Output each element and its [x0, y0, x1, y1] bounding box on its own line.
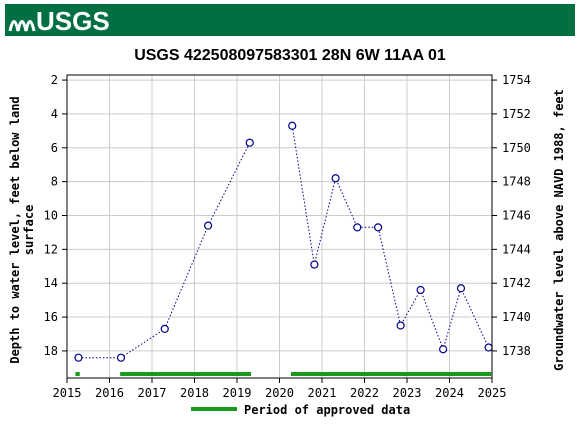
x-tick-label: 2016: [95, 386, 124, 400]
data-point: [160, 324, 169, 334]
left-y-tick-label: 12: [44, 242, 58, 256]
legend: Period of approved data: [191, 403, 410, 417]
x-tick-label: 2025: [478, 386, 507, 400]
right-y-axis-title: Groundwater level above NAVD 1988, feet: [552, 89, 566, 371]
left-y-axis-ticks: 2 4 6 8 10 12 14 16 18: [44, 73, 67, 358]
left-y-tick-label: 8: [51, 175, 58, 189]
grid-lines: [66, 75, 493, 378]
data-point: [353, 223, 362, 232]
usgs-header: USGS: [5, 4, 575, 36]
data-point: [310, 260, 319, 269]
chart-title: USGS 422508097583301 28N 6W 11AA 01: [134, 47, 446, 64]
data-point: [331, 174, 340, 183]
data-point: [484, 343, 493, 352]
x-tick-label: 2015: [53, 386, 82, 400]
right-y-tick-label: 1742: [502, 276, 531, 290]
data-point: [416, 285, 425, 295]
data-series: [74, 121, 493, 362]
data-point: [396, 321, 405, 330]
data-point: [456, 284, 466, 293]
x-tick-label: 2023: [393, 386, 422, 400]
x-tick-label: 2020: [265, 386, 294, 400]
data-point: [74, 353, 83, 362]
x-tick-label: 2022: [350, 386, 379, 400]
approved-period-bar: [75, 372, 80, 376]
x-tick-label: 2021: [308, 386, 337, 400]
data-point: [204, 221, 213, 230]
x-tick-label: 2017: [138, 386, 167, 400]
data-point: [288, 121, 297, 130]
right-y-tick-label: 1738: [502, 344, 531, 358]
right-y-tick-label: 1744: [502, 242, 531, 256]
header-banner: [5, 4, 575, 36]
left-y-tick-label: 10: [44, 208, 58, 222]
right-y-tick-label: 1740: [502, 310, 531, 324]
x-tick-label: 2024: [435, 386, 464, 400]
x-tick-label: 2018: [180, 386, 209, 400]
data-point: [439, 345, 448, 354]
approved-period-bar: [120, 372, 252, 376]
left-y-tick-label: 14: [44, 276, 58, 290]
approved-period-bar: [290, 372, 492, 376]
left-y-tick-label: 4: [51, 107, 58, 121]
left-y-axis-title-line1: Depth to water level, feet below land: [8, 96, 22, 363]
data-point: [374, 223, 383, 232]
approved-period-bars: [75, 372, 492, 376]
right-y-tick-label: 1746: [502, 208, 531, 222]
data-point: [245, 138, 254, 147]
data-point: [116, 353, 126, 362]
right-y-tick-label: 1750: [502, 141, 531, 155]
x-axis-ticks: 2015 2016 2017 2018 2019 2020 2021 2022 2023 2024…: [53, 378, 507, 400]
x-tick-label: 2019: [223, 386, 252, 400]
left-y-tick-label: 16: [44, 310, 58, 324]
series-line: [291, 125, 490, 351]
usgs-wave-icon: [8, 20, 36, 32]
usgs-logo-text[interactable]: USGS: [36, 6, 110, 36]
left-y-tick-label: 18: [44, 344, 58, 358]
left-y-tick-label: 2: [51, 73, 58, 87]
right-y-axis-ticks: 1754 1752 1750 1748 1746 1744 1742 1740 1738: [492, 73, 531, 358]
left-y-axis-title-line2: surface: [22, 205, 36, 256]
right-y-tick-label: 1748: [502, 175, 531, 189]
right-y-tick-label: 1754: [502, 73, 531, 87]
legend-swatch: [191, 407, 237, 411]
legend-label: Period of approved data: [244, 403, 410, 417]
right-y-tick-label: 1752: [502, 107, 531, 121]
left-y-tick-label: 6: [51, 141, 58, 155]
